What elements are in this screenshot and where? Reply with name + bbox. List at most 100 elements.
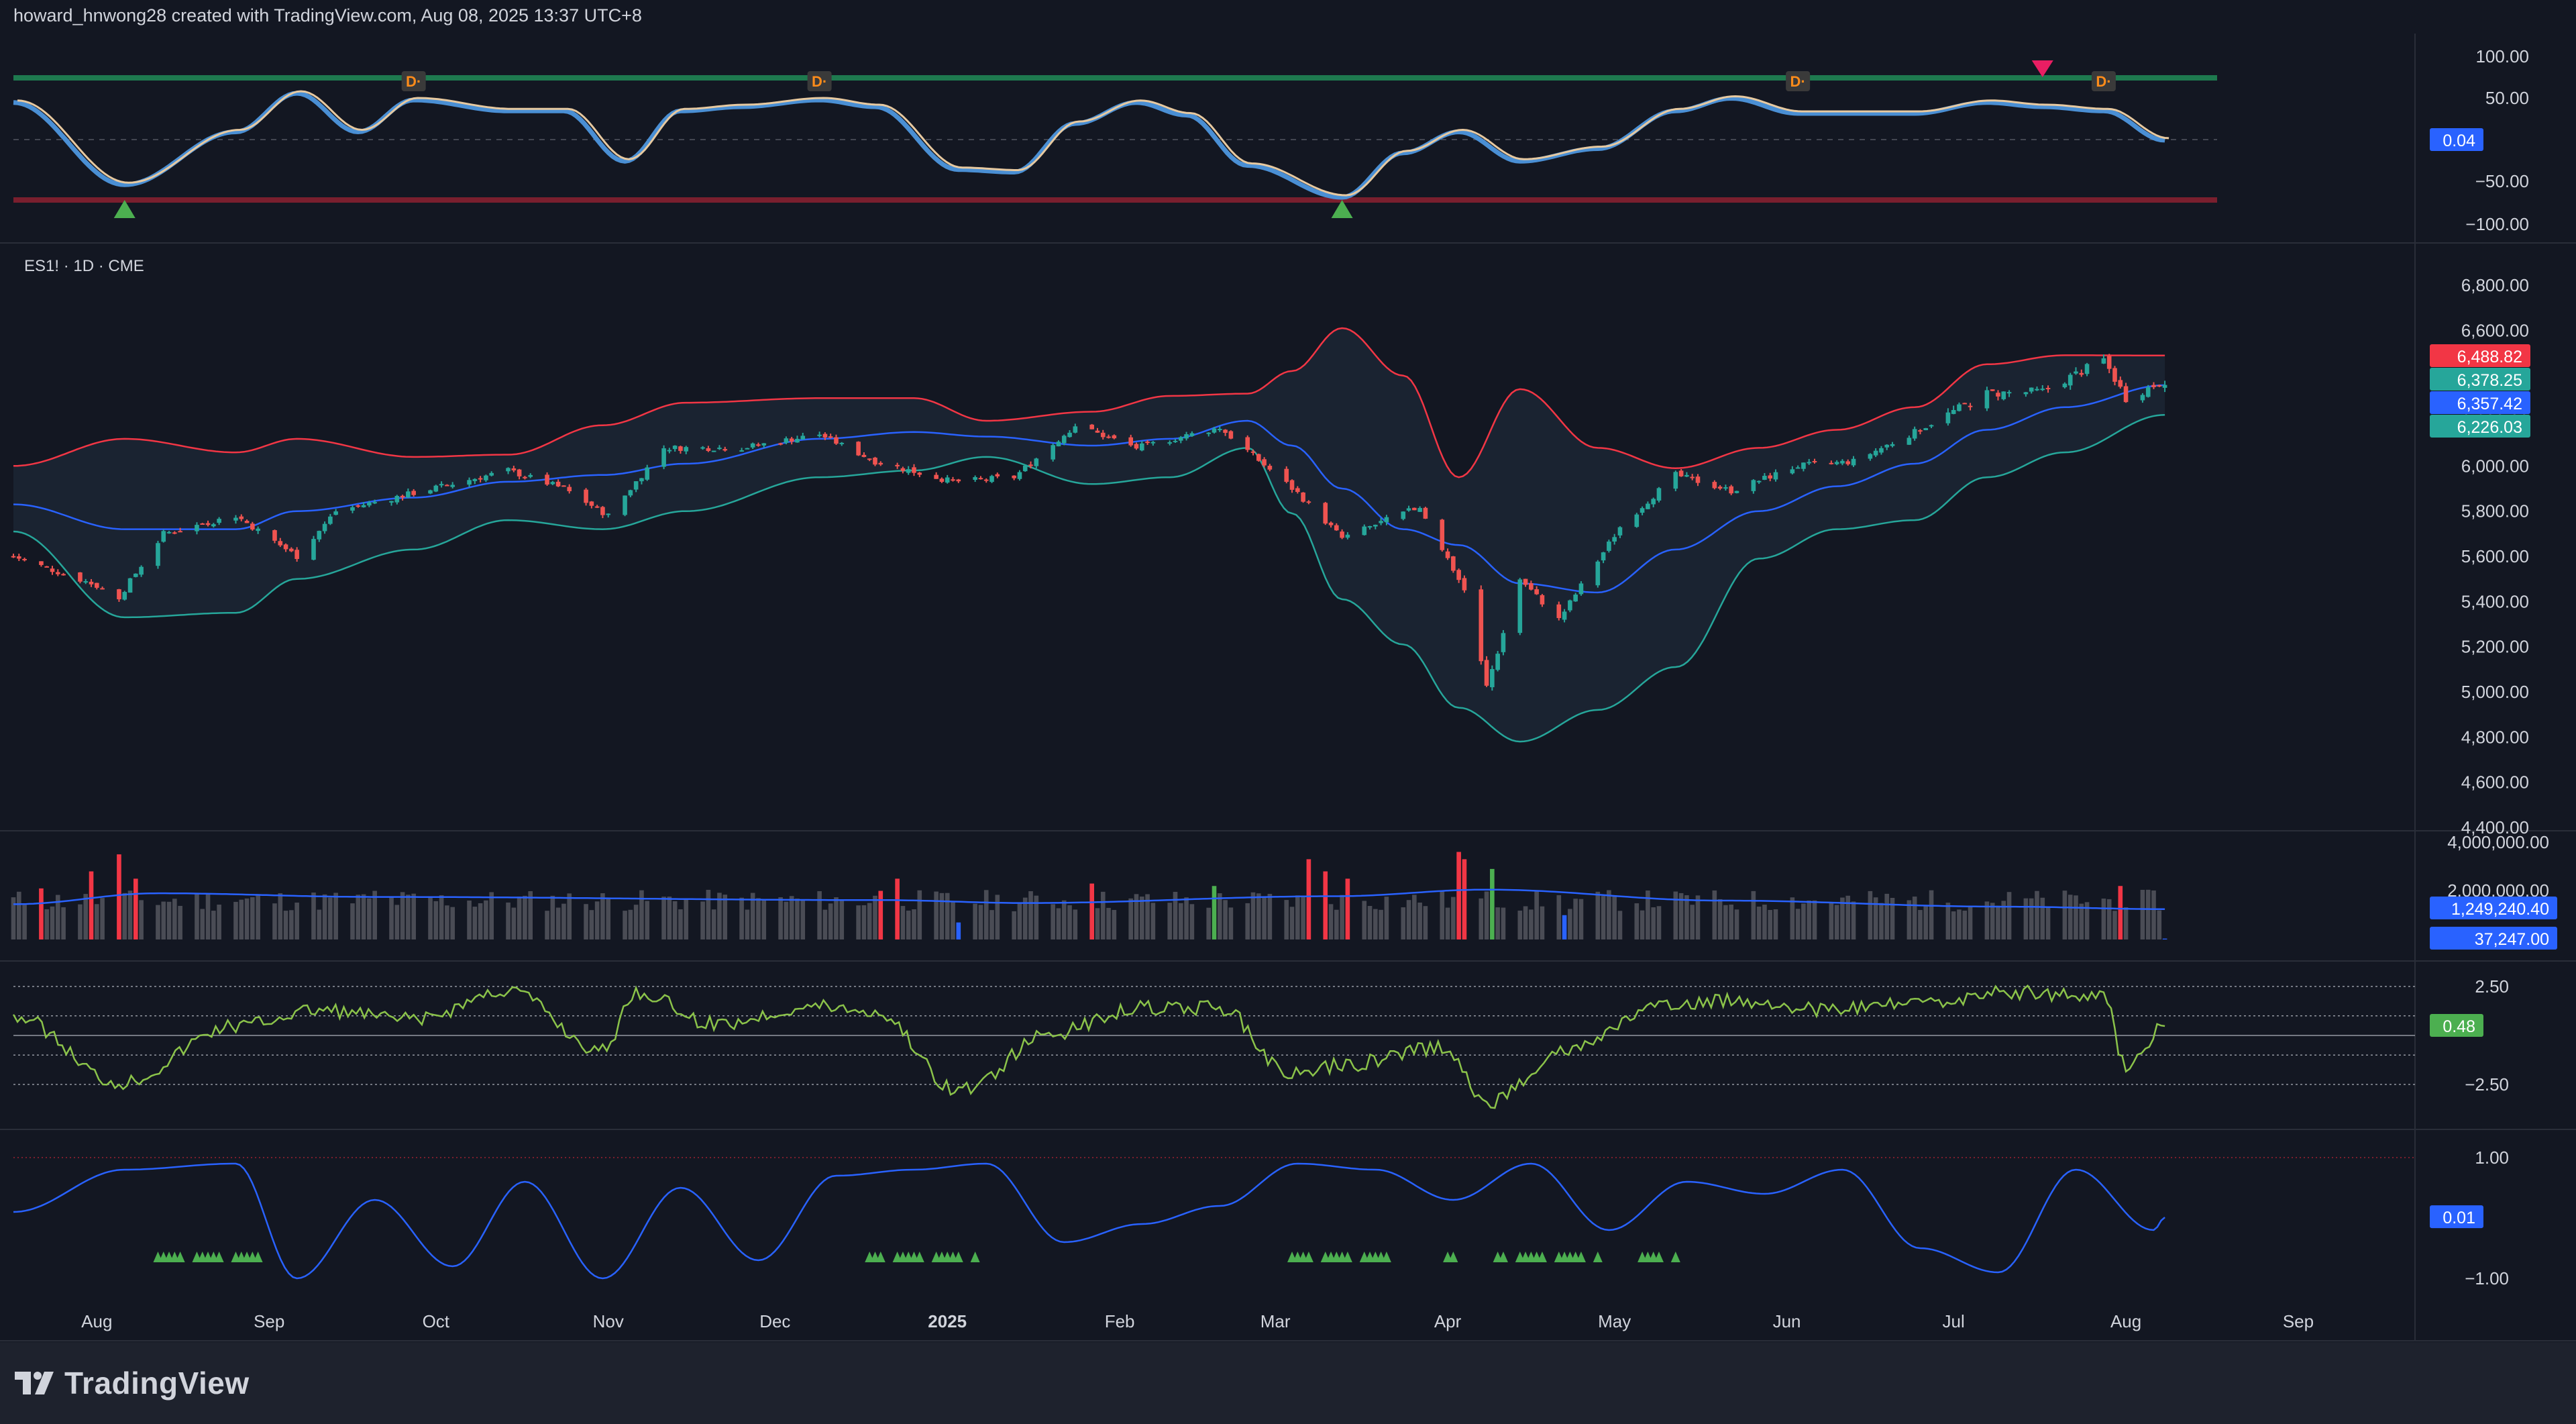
volume-bar xyxy=(523,895,527,939)
price-label-tag: 6,226.03 xyxy=(2457,418,2522,437)
price-pane[interactable] xyxy=(11,327,2167,743)
volume-bar xyxy=(1684,895,1689,939)
volume-bar xyxy=(411,893,416,939)
candle-body xyxy=(256,528,260,531)
time-axis-tick: Aug xyxy=(81,1311,112,1331)
candle-body xyxy=(1562,611,1567,620)
candle-body xyxy=(912,467,916,473)
tradingview-logo-icon xyxy=(15,1372,54,1394)
tradingview-logo[interactable]: TradingView xyxy=(15,1365,250,1401)
candle-body xyxy=(472,478,478,481)
volume-bar xyxy=(166,901,172,939)
candle-body xyxy=(2001,391,2006,399)
volume-bar xyxy=(711,909,716,939)
candle-body xyxy=(589,501,594,506)
signal-triangle xyxy=(253,1252,263,1262)
volume-bar xyxy=(278,893,283,939)
candle-body xyxy=(1178,437,1183,441)
stochastic-axis-tick: 50.00 xyxy=(2485,88,2529,108)
candle-body xyxy=(1773,472,1778,480)
basis-line xyxy=(13,384,2165,594)
volume-bar xyxy=(2112,911,2117,939)
volume-bar xyxy=(1807,900,1812,939)
signal-triangle xyxy=(953,1252,963,1262)
candle-body xyxy=(706,448,711,451)
normalized-oscillator-pane[interactable] xyxy=(13,1157,2415,1280)
candle-body xyxy=(1601,552,1606,561)
candle-body xyxy=(1712,482,1717,489)
candle-body xyxy=(2112,368,2117,382)
candle-body xyxy=(1490,669,1495,688)
volume-bar xyxy=(1406,900,1411,939)
volume-bar xyxy=(1056,908,1061,939)
candle-body xyxy=(1918,430,1923,432)
candle-body xyxy=(1373,524,1378,527)
candle-body xyxy=(16,556,21,559)
volume-bar xyxy=(1756,906,1762,939)
candle-body xyxy=(750,443,755,448)
volume-bar xyxy=(1262,896,1267,939)
stochastic-pane[interactable]: D· D· D· D· xyxy=(13,60,2217,218)
candle-body xyxy=(1423,507,1428,519)
volume-bar xyxy=(1073,909,1078,939)
candle-body xyxy=(400,495,405,498)
candle-body xyxy=(817,434,822,436)
volume-bar xyxy=(289,910,294,939)
candle-body xyxy=(1284,468,1289,482)
volume-pane[interactable] xyxy=(11,852,2167,940)
time-axis[interactable]: Aug Sep Oct Nov Dec 2025 Feb Mar Apr May Jun Jul Aug… xyxy=(81,1311,2314,1331)
candle-body xyxy=(1379,521,1383,523)
signal-triangle xyxy=(970,1252,980,1262)
price-label-tag-bg xyxy=(2430,391,2530,414)
candle-body xyxy=(639,478,644,482)
candle-body xyxy=(1734,491,1739,493)
volume-bar xyxy=(1051,904,1055,939)
price-axis[interactable]: 100.00 50.00 −50.00 −100.00 6,800.00 6,600.00… xyxy=(2430,46,2557,1288)
volume-bar xyxy=(311,893,316,939)
sell-signal-triangle xyxy=(2031,60,2053,77)
volume-bar xyxy=(1340,895,1344,939)
volume-bar xyxy=(1795,909,1801,939)
candle-body xyxy=(828,436,833,438)
volume-bar xyxy=(1868,891,1873,939)
buy-signal-triangle xyxy=(113,200,136,218)
normalized-axis-tick: 1.00 xyxy=(2475,1148,2509,1168)
candle-body xyxy=(350,507,355,511)
candle-body xyxy=(1028,464,1033,466)
chart-canvas[interactable]: D· D· D· D· ES1! · 1D · CME 100.00 50.00 −50.… xyxy=(0,0,2576,1342)
volume-bar xyxy=(78,904,83,939)
volume-bar xyxy=(1840,897,1845,939)
candle-body xyxy=(1801,462,1806,469)
volume-bar xyxy=(1984,901,1990,939)
volume-bar xyxy=(1017,903,1022,939)
candle-body xyxy=(1406,508,1411,511)
volume-bar xyxy=(445,905,449,939)
volume-bar xyxy=(1890,897,1895,939)
price-axis-tick: 6,000.00 xyxy=(2461,456,2529,476)
volume-bar xyxy=(1250,892,1256,939)
volume-bar xyxy=(61,907,66,939)
oscillator-pane[interactable] xyxy=(12,984,2415,1109)
price-axis-tick: 5,200.00 xyxy=(2461,637,2529,657)
candle-body xyxy=(133,573,138,577)
candle-body xyxy=(1051,445,1055,460)
candle-body xyxy=(122,592,127,600)
volume-bar xyxy=(1573,899,1578,939)
candle-body xyxy=(1412,507,1417,511)
candle-body xyxy=(567,487,572,492)
volume-bar xyxy=(983,890,989,939)
volume-bar xyxy=(639,890,644,939)
candle-body xyxy=(934,474,938,479)
stochastic-axis-tick: −100.00 xyxy=(2465,214,2529,234)
candle-body xyxy=(778,443,783,445)
volume-bar xyxy=(1456,852,1461,939)
volume-bar xyxy=(1345,878,1350,939)
volume-bar xyxy=(1734,909,1739,939)
volume-bar xyxy=(2023,898,2029,939)
candle-body xyxy=(945,477,950,483)
candle-body xyxy=(2145,387,2151,397)
volume-bar xyxy=(706,889,711,939)
volume-bar xyxy=(139,900,144,939)
volume-bar xyxy=(1762,905,1767,939)
candle-body xyxy=(1056,442,1061,447)
